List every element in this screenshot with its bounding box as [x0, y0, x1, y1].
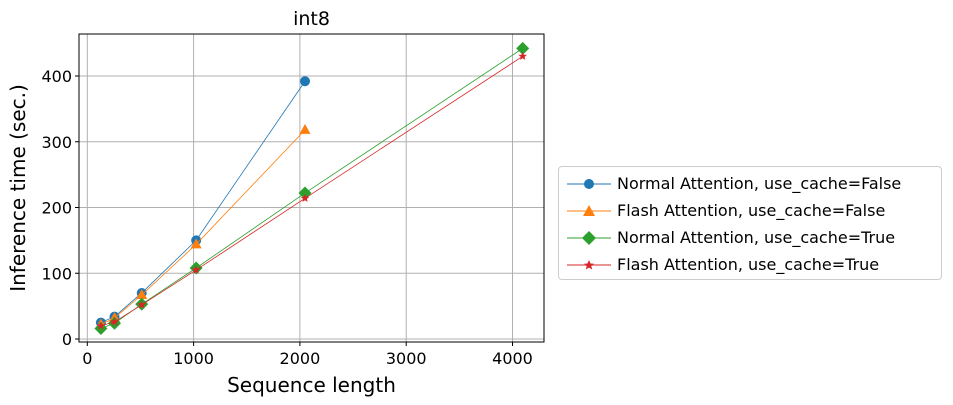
data-point	[518, 51, 527, 60]
series-line	[100, 48, 523, 329]
data-point	[300, 193, 310, 202]
series-line	[100, 129, 306, 325]
series-line	[100, 81, 306, 323]
y-tick-label: 100	[41, 264, 72, 283]
x-tick-label: 0	[82, 349, 92, 368]
chart-title: int8	[293, 8, 330, 30]
circle-marker-icon	[567, 179, 611, 189]
x-tick-label: 3000	[386, 349, 427, 368]
y-tick-label: 200	[41, 199, 72, 218]
data-point	[516, 41, 530, 55]
legend-item-flash-cache: Flash Attention, use_cache=True	[559, 252, 941, 278]
y-tick-label: 400	[41, 67, 72, 86]
data-point	[299, 123, 311, 134]
y-tick-label: 300	[41, 133, 72, 152]
data-point	[191, 265, 201, 274]
x-tick-label: 1000	[173, 349, 214, 368]
legend-item-normal-nocache: Normal Attention, use_cache=False	[559, 171, 941, 197]
y-tick-label: 0	[62, 330, 72, 349]
data-point	[96, 321, 106, 330]
x-tick-label: 4000	[492, 349, 533, 368]
triangle-marker-icon	[567, 205, 611, 216]
series-line	[100, 55, 523, 327]
legend-label: Normal Attention, use_cache=False	[617, 174, 902, 193]
data-point	[300, 76, 311, 87]
legend-label: Flash Attention, use_cache=False	[617, 201, 886, 220]
data-point	[190, 238, 202, 249]
data-point	[110, 317, 119, 326]
chart-legend: Normal Attention, use_cache=False Flash …	[558, 166, 942, 280]
data-point	[137, 300, 146, 309]
x-axis-label: Sequence length	[227, 373, 396, 397]
data-point	[136, 288, 148, 299]
legend-item-flash-nocache: Flash Attention, use_cache=False	[559, 198, 941, 224]
grid	[79, 34, 544, 342]
legend-label: Normal Attention, use_cache=True	[617, 228, 896, 247]
axes-frame	[78, 33, 545, 343]
legend-item-normal-cache: Normal Attention, use_cache=True	[559, 225, 941, 251]
series-2	[94, 41, 530, 335]
series-3	[96, 51, 527, 330]
x-tick-label: 2000	[280, 349, 321, 368]
series-1	[95, 123, 311, 329]
series-0	[95, 76, 311, 328]
y-axis-label: Inference time (sec.)	[6, 84, 30, 292]
diamond-marker-icon	[567, 231, 611, 245]
star-marker-icon	[567, 260, 611, 270]
legend-label: Flash Attention, use_cache=True	[617, 255, 880, 274]
